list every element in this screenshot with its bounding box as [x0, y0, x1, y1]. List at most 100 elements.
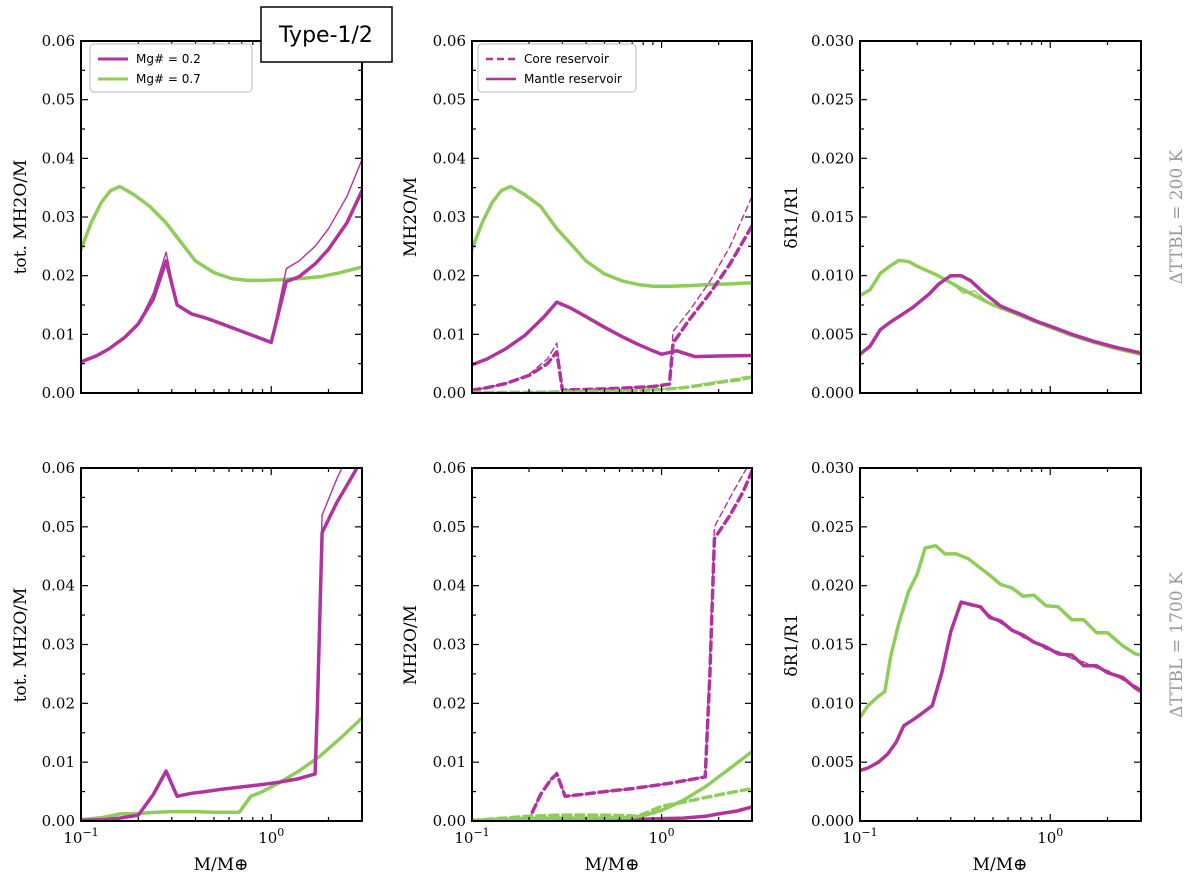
y-tick-label: 0.01	[42, 325, 75, 343]
axes-frame	[80, 467, 363, 822]
x-tick-label: 100	[649, 826, 675, 847]
y-tick-label: 0.025	[811, 518, 854, 536]
x-axis-label-left: M/M⊕	[194, 855, 249, 875]
y-tick-label: 0.03	[42, 208, 75, 226]
y-tick-label: 0.03	[433, 208, 466, 226]
y-axis-label-bottom-right: δR1/R1	[782, 613, 802, 676]
y-tick-label: 0.02	[42, 694, 75, 712]
axes-frame	[80, 40, 363, 394]
series-line-mg-0-7-core	[472, 786, 752, 821]
x-tick-label: 100	[1037, 826, 1063, 847]
series-line-mg-0-7	[860, 543, 1141, 720]
series-line-mg-0-2-core-thin	[472, 468, 748, 821]
legend-label-mantle: Mantle reservoir	[524, 72, 622, 86]
series-group	[860, 258, 1141, 357]
y-tick-label: 0.03	[433, 636, 466, 654]
panel-top-left: 0.00 0.01 0.02 0.03 0.04 0.05 0.06	[42, 32, 363, 402]
series-line-mg-0-7	[81, 716, 362, 821]
figure-title-box: Type-1/2	[260, 6, 393, 63]
y-axis-label-bottom-middle: MH2O/M	[401, 605, 421, 685]
y-tick-label: 0.030	[811, 459, 854, 477]
series-group	[472, 184, 752, 393]
panel-bottom-left: 0.00 0.01 0.02 0.03 0.04 0.05 0.06 10−1 100	[42, 459, 363, 847]
y-tick-label: 0.020	[811, 149, 854, 167]
series-line-mg-0-2-thin	[81, 468, 343, 821]
y-tick-label: 0.02	[433, 267, 466, 285]
legend-label-mg02: Mg# = 0.2	[136, 52, 201, 66]
y-tick-label: 0.000	[811, 812, 854, 830]
plot-area-bottom-right: 0.000 0.005 0.010 0.015 0.020 0.025 0.030 10−1 1…	[811, 459, 1142, 847]
axes-frame	[471, 467, 753, 822]
y-tick-label: 0.010	[811, 267, 854, 285]
y-tick-label: 0.06	[42, 32, 75, 50]
y-tick-label: 0.06	[433, 32, 466, 50]
series-line-mg-0-2-core-thin	[472, 195, 752, 391]
y-axis-label-top-middle: MH2O/M	[401, 177, 421, 257]
y-tick-label: 0.02	[42, 267, 75, 285]
y-tick-label: 0.04	[433, 149, 466, 167]
series-group	[472, 468, 752, 821]
y-tick-label: 0.01	[433, 325, 466, 343]
x-axis-label-right: M/M⊕	[973, 855, 1028, 875]
series-line-mg-0-2-mantle	[472, 300, 752, 367]
row-label-top: ΔTTBL = 200 K	[1167, 149, 1187, 284]
legend-mg-number: Mg# = 0.2 Mg# = 0.7	[89, 43, 253, 93]
x-axis-label-middle: M/M⊕	[585, 855, 640, 875]
y-tick-label: 0.025	[811, 91, 854, 109]
axes-frame	[859, 40, 1142, 394]
panel-top-middle: 0.00 0.01 0.02 0.03 0.04 0.05 0.06	[433, 32, 753, 402]
panel-bottom-right: 0.000 0.005 0.010 0.015 0.020 0.025 0.030 10−1 1…	[811, 459, 1142, 847]
figure-title: Type-1/2	[278, 23, 373, 48]
y-axis-label-top-left: tot. MH2O/M	[11, 160, 31, 275]
panel-top-right: 0.000 0.005 0.010 0.015 0.020 0.025 0.030	[811, 32, 1142, 402]
y-tick-label: 0.03	[42, 636, 75, 654]
y-tick-label: 0.04	[42, 577, 75, 595]
y-tick-label: 0.01	[42, 753, 75, 771]
y-tick-label: 0.05	[433, 91, 466, 109]
x-tick-label: 100	[258, 826, 284, 847]
row-label-bottom: ΔTTBL = 1700 K	[1167, 572, 1187, 718]
legend-box	[89, 43, 253, 93]
series-line-mg-0-7-mantle	[472, 749, 752, 821]
series-line-mg-0-7-thin	[950, 282, 994, 306]
series-line-mg-0-2	[860, 600, 1141, 773]
y-tick-label: 0.04	[433, 577, 466, 595]
series-line-mg-0-2	[860, 273, 1141, 357]
legend-label-core: Core reservoir	[524, 52, 609, 66]
y-tick-label: 0.015	[811, 636, 854, 654]
y-tick-label: 0.00	[433, 384, 466, 402]
x-tick-label: 10−1	[454, 826, 489, 847]
y-tick-label: 0.05	[433, 518, 466, 536]
legend-reservoir: Core reservoir Mantle reservoir	[477, 43, 637, 93]
plot-area-bottom-middle: 0.00 0.01 0.02 0.03 0.04 0.05 0.06 10−1 100	[433, 459, 753, 847]
y-tick-label: 0.02	[433, 694, 466, 712]
y-tick-label: 0.06	[433, 459, 466, 477]
series-group	[81, 158, 362, 364]
y-tick-label: 0.05	[42, 91, 75, 109]
y-tick-label: 0.05	[42, 518, 75, 536]
series-group	[860, 543, 1141, 773]
axes-frame	[471, 40, 753, 394]
plot-area-top-middle: 0.00 0.01 0.02 0.03 0.04 0.05 0.06	[433, 32, 753, 402]
y-tick-label: 0.015	[811, 208, 854, 226]
series-group	[81, 468, 362, 821]
y-tick-label: 0.00	[42, 812, 75, 830]
y-tick-label: 0.04	[42, 149, 75, 167]
series-line-mg-0-7-mantle	[472, 184, 752, 288]
title-box	[260, 6, 393, 63]
y-tick-label: 0.06	[42, 459, 75, 477]
y-tick-label: 0.005	[811, 325, 854, 343]
axes-frame	[859, 467, 1142, 822]
series-line-mg-0-2	[81, 468, 359, 821]
series-line-mg-0-2-core	[472, 224, 752, 392]
y-tick-label: 0.010	[811, 694, 854, 712]
y-tick-label: 0.000	[811, 384, 854, 402]
series-line-mg-0-2-thin	[960, 601, 1141, 690]
series-line-mg-0-7	[81, 184, 362, 283]
y-tick-label: 0.00	[42, 384, 75, 402]
legend-box	[477, 43, 637, 93]
plot-area-top-left: 0.00 0.01 0.02 0.03 0.04 0.05 0.06	[42, 32, 363, 402]
panel-bottom-middle: 0.00 0.01 0.02 0.03 0.04 0.05 0.06 10−1 100	[433, 459, 753, 847]
y-axis-label-bottom-left: tot. MH2O/M	[11, 588, 31, 703]
